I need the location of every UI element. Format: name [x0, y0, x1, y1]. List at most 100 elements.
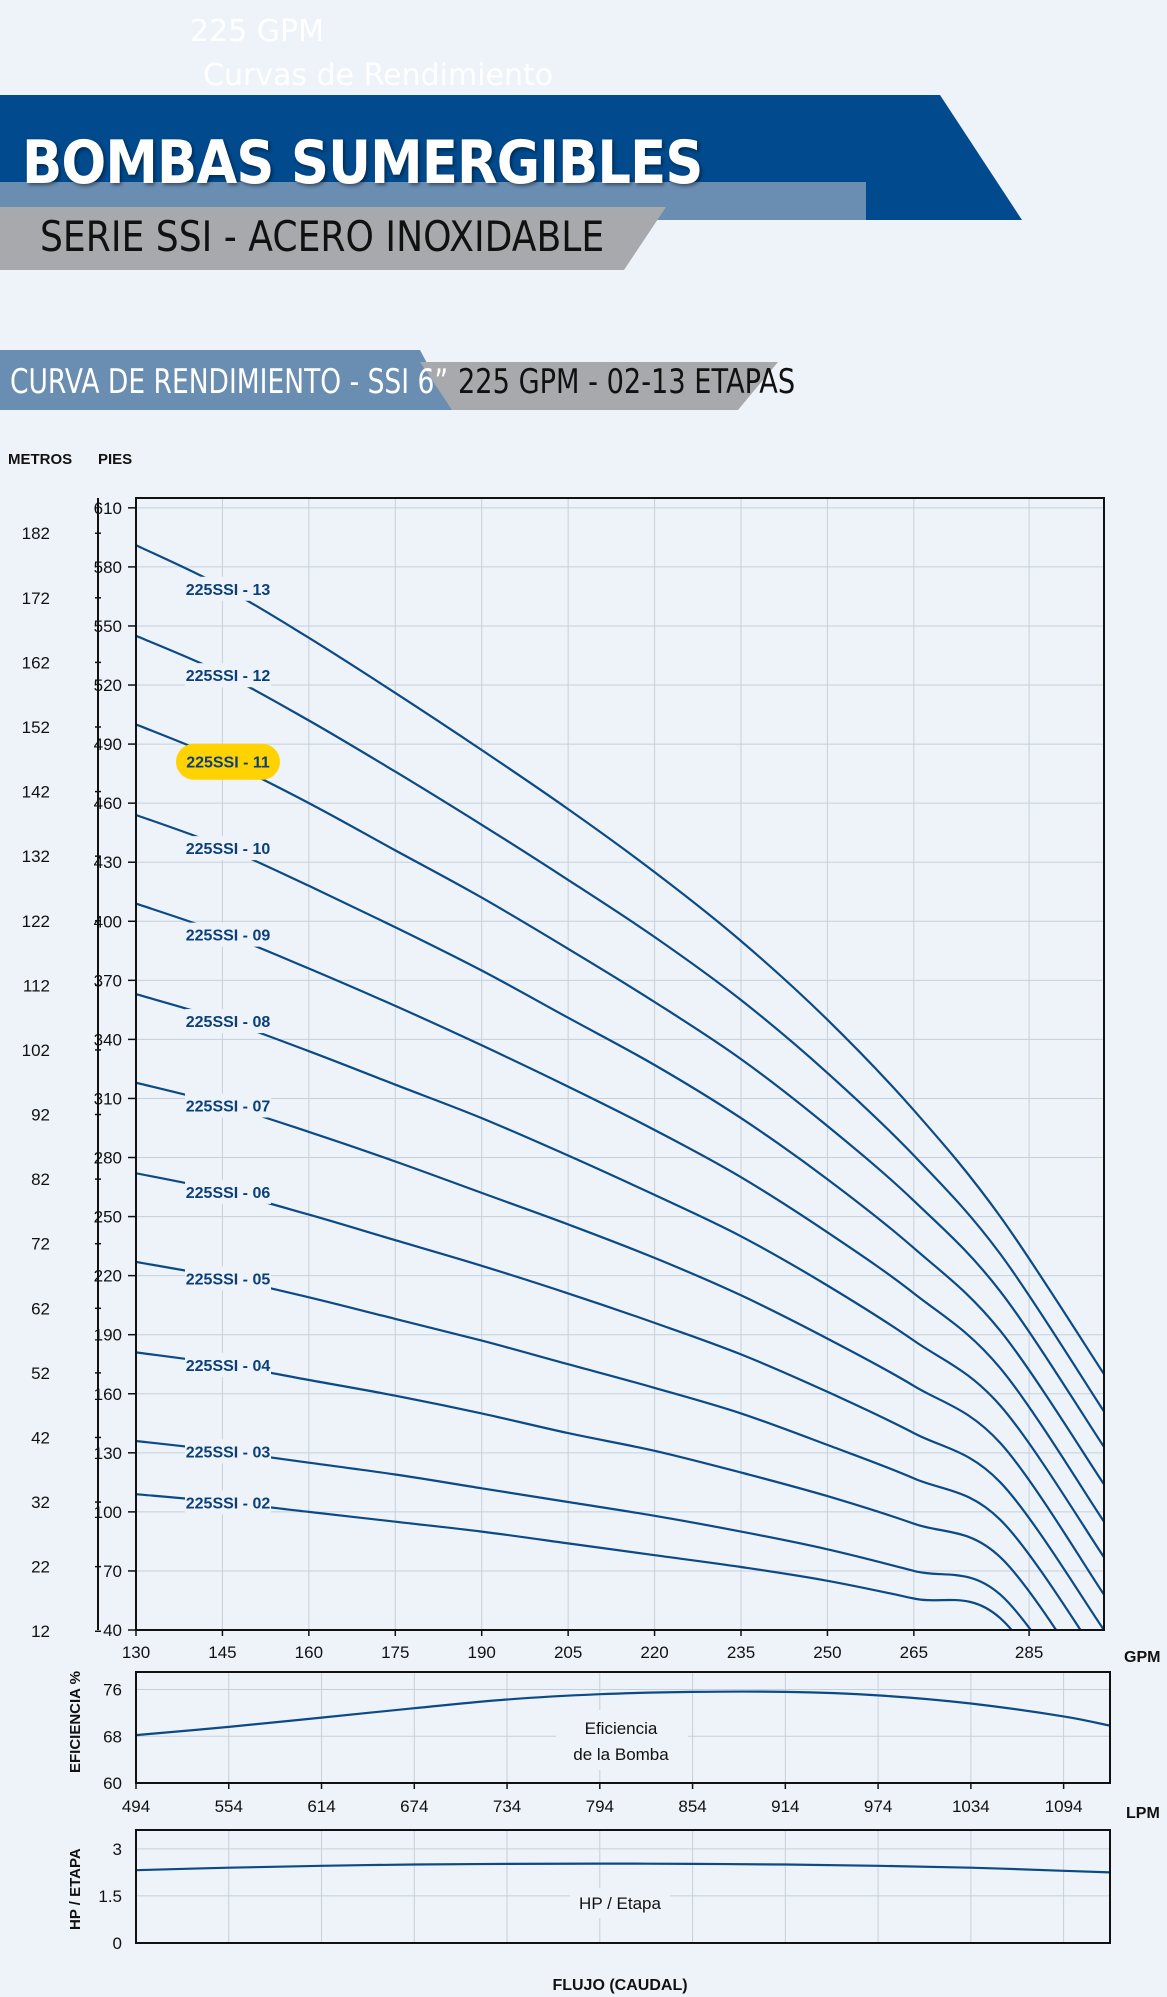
- curve-label-background: [185, 836, 271, 861]
- eff-x-tick-label: 914: [771, 1797, 799, 1816]
- curve-label: 225SSI - 05: [186, 1271, 271, 1288]
- head-y-tick-label-ft: 490: [94, 735, 122, 754]
- curve-label-background: [185, 1093, 271, 1118]
- efficiency-curve: [135, 1690, 1111, 1737]
- head-x-tick-label: 205: [554, 1643, 582, 1662]
- curve-label-background: [185, 663, 271, 688]
- curve-label-background: [185, 576, 271, 601]
- head-curve: [136, 723, 1104, 1448]
- head-y-tick-label-ft: 100: [94, 1503, 122, 1522]
- head-y-tick-label-ft: 220: [94, 1267, 122, 1286]
- head-y-tick-label-m: 12: [31, 1622, 50, 1641]
- curve-label: 225SSI - 03: [186, 1444, 271, 1461]
- hp-curve: [135, 1862, 1111, 1874]
- section-subtitle: 225 GPM - 02-13 ETAPAS: [458, 362, 796, 402]
- eff-y-axis-label: EFICIENCIA %: [67, 1671, 84, 1773]
- curve-label: 225SSI - 09: [186, 928, 271, 945]
- head-curve: [136, 1493, 1014, 1630]
- curve-label: 225SSI - 13: [186, 582, 271, 599]
- ghost-title: 225 GPM: [190, 14, 325, 49]
- head-y-tick-label-m: 182: [22, 524, 50, 543]
- head-y-tick-label-ft: 310: [94, 1089, 122, 1108]
- head-y-tick-label-ft: 250: [94, 1208, 122, 1227]
- head-curve: [136, 1439, 1033, 1630]
- head-plot-frame: [135, 497, 1105, 1631]
- head-y-tick-label-ft: 460: [94, 794, 122, 813]
- eff-x-tick-label: 1034: [952, 1797, 990, 1816]
- head-y-tick-label-m: 92: [31, 1106, 50, 1125]
- head-y-tick-label-m: 42: [31, 1428, 50, 1447]
- head-y-tick-label-m: 142: [22, 783, 50, 802]
- eff-annotation-line1: Eficiencia: [585, 1719, 658, 1738]
- hp-annotation: HP / Etapa: [579, 1894, 661, 1913]
- head-curve: [136, 1081, 1104, 1596]
- eff-x-tick-label: 494: [122, 1797, 150, 1816]
- head-y-tick-label-m: 122: [22, 912, 50, 931]
- head-curve: [136, 993, 1104, 1558]
- head-y-tick-label-ft: 130: [94, 1444, 122, 1463]
- eff-annotation-line2: de la Bomba: [573, 1745, 669, 1764]
- banner-gray-band: [0, 207, 666, 270]
- curve-label: 225SSI - 11: [186, 755, 270, 772]
- banner-graphic: [0, 95, 1022, 410]
- curve-label: 225SSI - 10: [186, 841, 271, 858]
- head-y-tick-label-m: 162: [22, 653, 50, 672]
- eff-x-tick-label: 854: [678, 1797, 706, 1816]
- head-y-axis-label-m: METROS: [8, 451, 72, 468]
- head-y-tick-label-m: 32: [31, 1493, 50, 1512]
- head-x-axis-label: GPM: [1124, 1649, 1160, 1666]
- eff-annotation-background: [556, 1710, 688, 1770]
- head-y-tick-label-ft: 430: [94, 853, 122, 872]
- head-x-tick-label: 160: [295, 1643, 323, 1662]
- curve-label-background: [185, 1352, 271, 1377]
- curve-label: 225SSI - 12: [186, 668, 271, 685]
- page-title: BOMBAS SUMERGIBLES: [22, 128, 703, 198]
- eff-x-axis-label: LPM: [1126, 1805, 1160, 1822]
- head-curve: [136, 1351, 1058, 1630]
- head-x-tick-label: 190: [468, 1643, 496, 1662]
- eff-y-tick-label: 76: [103, 1681, 122, 1700]
- curve-label: 225SSI - 08: [186, 1014, 271, 1031]
- eff-plot-frame: [135, 1671, 1111, 1784]
- head-y-tick-label-ft: 610: [94, 499, 122, 518]
- eff-x-tick-label: 734: [493, 1797, 521, 1816]
- hp-y-tick-label: 0: [113, 1934, 122, 1953]
- eff-x-tick-label: 974: [864, 1797, 892, 1816]
- head-y-tick-label-m: 62: [31, 1299, 50, 1318]
- curve-label-background: [185, 1009, 271, 1034]
- hp-plot-frame: [135, 1829, 1111, 1944]
- head-y-tick-label-m: 52: [31, 1364, 50, 1383]
- head-y-tick-label-m: 82: [31, 1170, 50, 1189]
- eff-y-tick-label: 68: [103, 1727, 122, 1746]
- head-y-tick-label-ft: 190: [94, 1326, 122, 1345]
- head-y-tick-label-m: 132: [22, 847, 50, 866]
- head-y-tick-label-m: 152: [22, 718, 50, 737]
- head-y-axis-label-ft: PIES: [98, 451, 132, 468]
- head-y-tick-label-m: 102: [22, 1041, 50, 1060]
- head-y-tick-label-ft: 520: [94, 676, 122, 695]
- head-curve: [136, 544, 1104, 1375]
- head-y-tick-label-m: 22: [31, 1558, 50, 1577]
- curve-label: 225SSI - 02: [186, 1495, 271, 1512]
- eff-x-tick-label: 554: [215, 1797, 243, 1816]
- section-tab-right: [420, 362, 778, 410]
- head-y-tick-label-m: 72: [31, 1235, 50, 1254]
- head-curve: [136, 1172, 1104, 1630]
- eff-x-tick-label: 1094: [1045, 1797, 1083, 1816]
- head-y-tick-label-ft: 550: [94, 617, 122, 636]
- head-y-tick-label-ft: 280: [94, 1149, 122, 1168]
- head-y-tick-label-m: 112: [23, 976, 50, 995]
- head-x-tick-label: 130: [122, 1643, 150, 1662]
- head-x-tick-label: 285: [1015, 1643, 1043, 1662]
- curve-label: 225SSI - 04: [186, 1358, 271, 1375]
- head-plot-background: [136, 498, 1104, 1630]
- head-curve: [136, 813, 1104, 1485]
- hp-y-axis-label: HP / ETAPA: [67, 1848, 84, 1930]
- eff-y-tick-label: 60: [103, 1774, 122, 1793]
- curve-label-background: [185, 922, 271, 947]
- hp-annotation-background: [570, 1888, 670, 1918]
- head-y-tick-label-ft: 340: [94, 1030, 122, 1049]
- eff-x-tick-label: 614: [307, 1797, 335, 1816]
- curve-label: 225SSI - 07: [186, 1099, 271, 1116]
- head-curve: [136, 634, 1104, 1413]
